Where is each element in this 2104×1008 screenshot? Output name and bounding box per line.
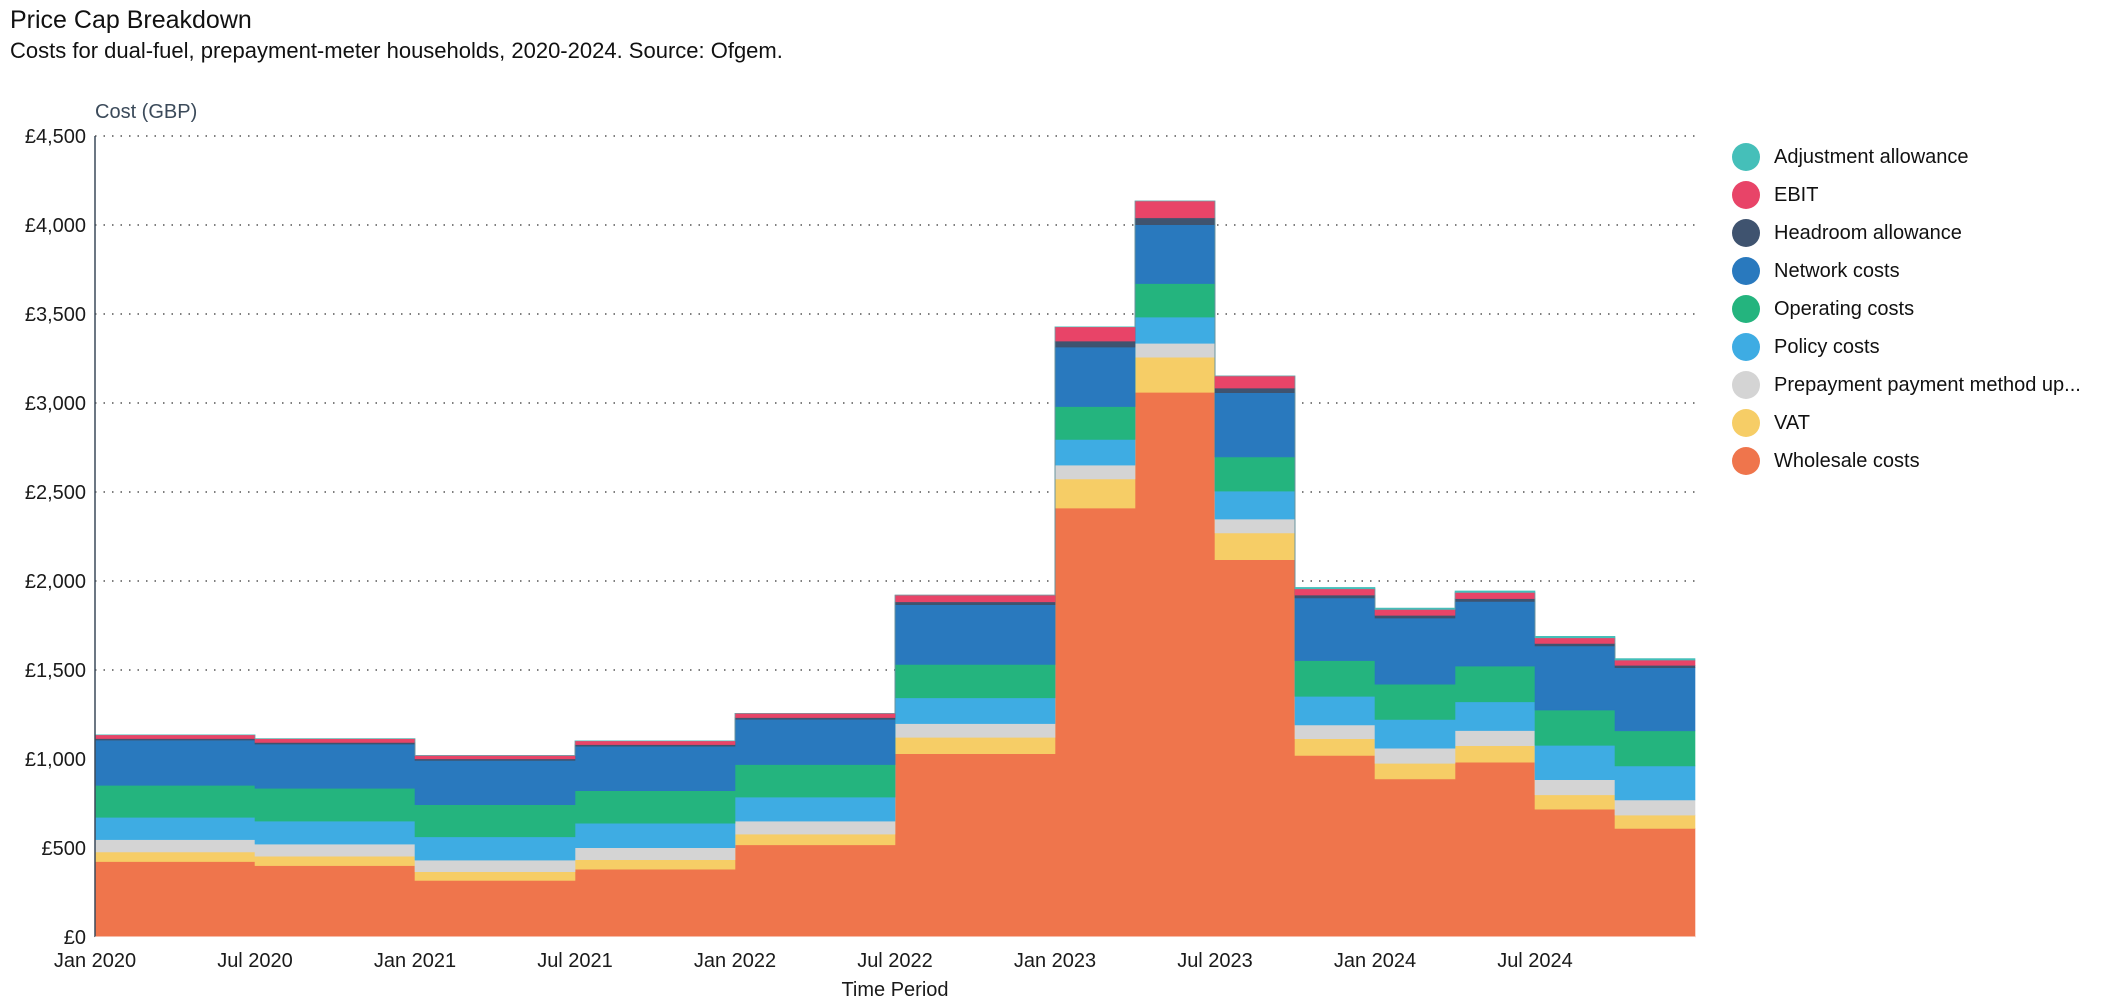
y-tick-label: £4,500 [25,126,86,148]
legend-label: Wholesale costs [1774,449,1920,472]
y-tick-label: £2,000 [25,571,86,593]
legend-item-wholesale-costs[interactable]: Wholesale costs [1732,442,2081,480]
chart-subtitle: Costs for dual-fuel, prepayment-meter ho… [10,38,783,63]
y-tick-label: £2,500 [25,482,86,504]
x-tick-label: Jan 2024 [1334,950,1416,972]
legend-label: Network costs [1774,259,1900,282]
x-tick-label: Jan 2021 [374,950,456,972]
y-tick-label: £1,000 [25,749,86,771]
y-tick-label: £1,500 [25,660,86,682]
y-tick-label: £0 [64,927,86,949]
chart-legend: Adjustment allowance EBIT Headroom allowan… [1732,138,2081,480]
x-tick-label: Jan 2022 [694,950,776,972]
legend-item-operating-costs[interactable]: Operating costs [1732,290,2081,328]
legend-swatch [1732,143,1760,171]
y-tick-label: £4,000 [25,215,86,237]
legend-swatch [1732,257,1760,285]
legend-item-ebit[interactable]: EBIT [1732,176,2081,214]
legend-item-vat[interactable]: VAT [1732,404,2081,442]
legend-item-prepayment-payment-method-up[interactable]: Prepayment payment method up... [1732,366,2081,404]
legend-label: Policy costs [1774,335,1880,358]
x-tick-label: Jan 2023 [1014,950,1096,972]
x-axis-title: Time Period [841,979,948,1001]
x-tick-label: Jul 2022 [857,950,933,972]
legend-label: Headroom allowance [1774,221,1962,244]
x-tick-label: Jul 2021 [537,950,613,972]
x-tick-label: Jul 2020 [217,950,293,972]
legend-item-adjustment-allowance[interactable]: Adjustment allowance [1732,138,2081,176]
y-axis-title: Cost (GBP) [95,101,197,123]
legend-label: Operating costs [1774,297,1915,320]
y-tick-label: £500 [42,838,87,860]
legend-swatch [1732,447,1760,475]
legend-swatch [1732,295,1760,323]
series-group [94,200,1696,938]
x-tick-label: Jan 2020 [54,950,136,972]
y-tick-label: £3,000 [25,393,86,415]
y-tick-label: £3,500 [25,304,86,326]
legend-swatch [1732,371,1760,399]
chart-title: Price Cap Breakdown [10,6,252,34]
x-tick-label: Jul 2024 [1497,950,1573,972]
legend-label: VAT [1774,411,1810,434]
legend-swatch [1732,409,1760,437]
legend-item-network-costs[interactable]: Network costs [1732,252,2081,290]
area-adjustment-allowance [95,200,1696,756]
legend-item-headroom-allowance[interactable]: Headroom allowance [1732,214,2081,252]
legend-item-policy-costs[interactable]: Policy costs [1732,328,2081,366]
legend-swatch [1732,333,1760,361]
legend-label: Prepayment payment method up... [1774,373,2081,396]
x-tick-label: Jul 2023 [1177,950,1253,972]
legend-swatch [1732,181,1760,209]
legend-label: Adjustment allowance [1774,145,1969,168]
legend-label: EBIT [1774,183,1819,206]
legend-swatch [1732,219,1760,247]
